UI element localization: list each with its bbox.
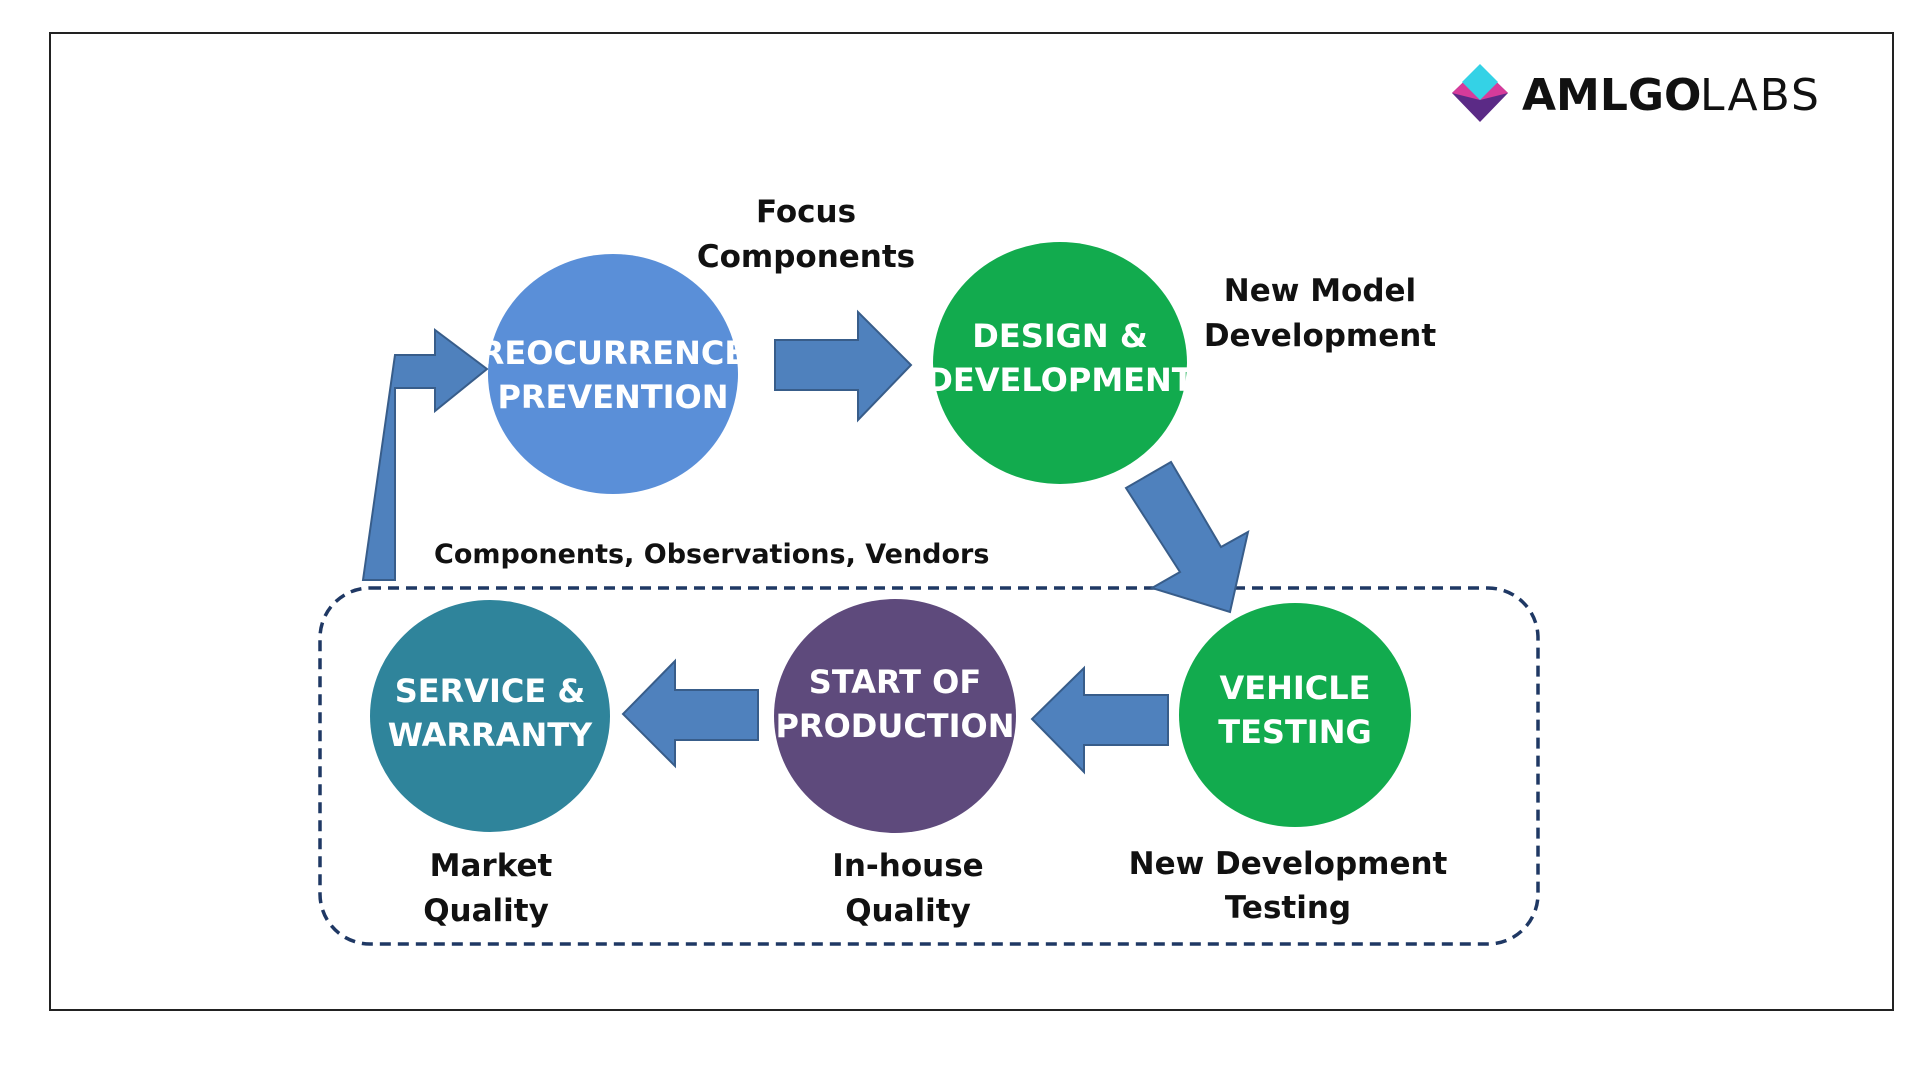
label-focus-line1: Focus bbox=[756, 194, 856, 230]
label-inhouse-line2: Quality bbox=[845, 893, 971, 929]
arrow-recurrence-to-design bbox=[774, 309, 913, 423]
label-inhouse-quality: In-house Quality bbox=[832, 848, 983, 929]
node-recurrence-line2: PREVENTION bbox=[497, 378, 728, 416]
arrow-testing-to-production bbox=[1030, 665, 1169, 775]
label-new-model-development: New Model Development bbox=[1204, 273, 1436, 354]
diamond-logo-icon bbox=[1452, 64, 1508, 122]
node-testing-line2: TESTING bbox=[1218, 713, 1372, 751]
node-service-line1: SERVICE & bbox=[395, 672, 586, 710]
label-new-model-line1: New Model bbox=[1224, 273, 1416, 309]
label-focus-components: Focus Components bbox=[697, 194, 915, 275]
label-market-quality: Market Quality bbox=[423, 848, 552, 929]
label-new-development-testing: New Development Testing bbox=[1129, 846, 1448, 926]
slide-frame bbox=[49, 32, 1894, 1011]
label-market-line1: Market bbox=[430, 848, 553, 884]
feedback-loop-arrow bbox=[361, 328, 489, 581]
label-market-line2: Quality bbox=[423, 893, 549, 929]
amlgo-logo: AMLGO LABS bbox=[1452, 64, 1821, 122]
label-inhouse-line1: In-house bbox=[832, 848, 983, 884]
label-new-dev-line2: Testing bbox=[1225, 890, 1351, 926]
node-design-development: DESIGN & DEVELOPMENT bbox=[926, 242, 1194, 484]
label-feedback: Components, Observations, Vendors bbox=[434, 539, 989, 570]
logo-brand-text: AMLGO bbox=[1522, 70, 1701, 121]
node-recurrence-prevention: REOCURRENCE PREVENTION bbox=[480, 254, 746, 494]
node-service-line2: WARRANTY bbox=[388, 716, 593, 754]
label-new-model-line2: Development bbox=[1204, 318, 1436, 354]
node-testing-line1: VEHICLE bbox=[1219, 669, 1370, 707]
node-recurrence-circle bbox=[488, 254, 738, 494]
label-focus-line2: Components bbox=[697, 239, 915, 275]
node-testing-circle bbox=[1179, 603, 1411, 827]
label-new-dev-line1: New Development bbox=[1129, 846, 1448, 882]
node-service-warranty: SERVICE & WARRANTY bbox=[370, 600, 610, 832]
node-production-line1: START OF bbox=[809, 663, 981, 701]
node-design-line1: DESIGN & bbox=[972, 317, 1147, 355]
node-start-of-production: START OF PRODUCTION bbox=[774, 599, 1016, 833]
node-vehicle-testing: VEHICLE TESTING bbox=[1179, 603, 1411, 827]
node-production-circle bbox=[774, 599, 1016, 833]
node-recurrence-line1: REOCURRENCE bbox=[480, 334, 746, 372]
arrow-production-to-service bbox=[621, 658, 759, 769]
node-service-circle bbox=[370, 600, 610, 832]
node-design-line2: DEVELOPMENT bbox=[926, 361, 1193, 399]
node-production-line2: PRODUCTION bbox=[775, 707, 1014, 745]
dashed-group-border bbox=[318, 586, 1540, 946]
logo-suffix-text: LABS bbox=[1700, 70, 1821, 121]
node-design-circle bbox=[933, 242, 1187, 484]
arrow-design-to-testing bbox=[1124, 460, 1250, 614]
